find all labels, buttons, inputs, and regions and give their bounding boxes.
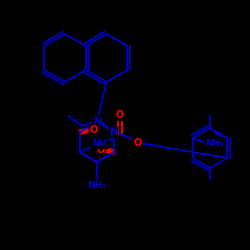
Text: NH: NH — [92, 140, 107, 148]
Text: NH₂: NH₂ — [205, 138, 224, 147]
Text: N: N — [109, 127, 118, 137]
Text: O: O — [116, 110, 124, 120]
Text: NH₂: NH₂ — [88, 180, 106, 190]
Text: O: O — [96, 145, 104, 155]
Text: NH₂: NH₂ — [205, 138, 224, 147]
Text: NH₂: NH₂ — [88, 180, 106, 190]
Text: O: O — [90, 125, 98, 135]
Text: O: O — [116, 110, 124, 120]
Text: N: N — [93, 117, 101, 127]
Text: O: O — [96, 145, 104, 155]
Text: O: O — [134, 138, 142, 148]
Text: N: N — [93, 117, 101, 127]
Text: NH: NH — [92, 140, 107, 148]
Text: N: N — [109, 127, 118, 137]
Text: O: O — [90, 125, 98, 135]
Text: O: O — [134, 138, 142, 148]
